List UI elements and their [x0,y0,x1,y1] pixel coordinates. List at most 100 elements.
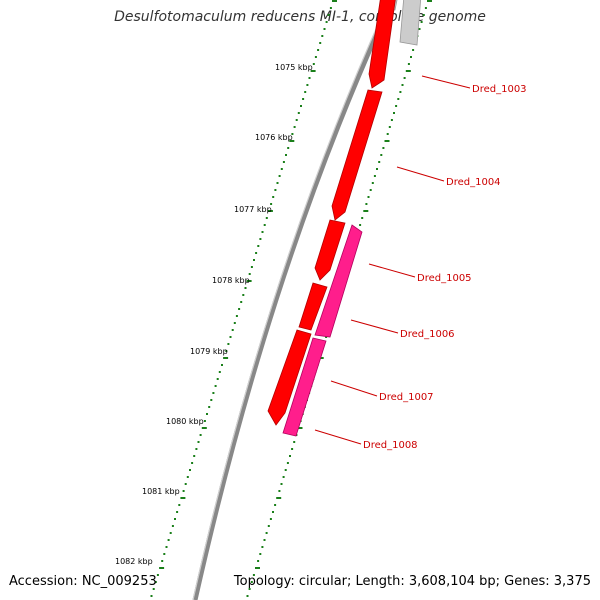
minor-tick [221,364,223,366]
minor-tick [178,504,181,506]
minor-tick [293,441,296,443]
minor-tick [308,77,311,79]
minor-tick [267,525,270,527]
minor-tick [407,63,410,65]
minor-tick [174,518,176,520]
major-tick [297,427,303,429]
gene-dred-1005-arrow[interactable] [314,219,346,281]
gene-dred-1007-arrow-part[interactable] [267,329,312,426]
minor-tick [280,168,283,170]
minor-tick [163,553,166,555]
minor-tick [261,546,264,548]
minor-tick [229,336,232,338]
minor-tick [161,560,164,562]
minor-tick [242,294,245,296]
minor-tick [388,126,391,128]
minor-tick [253,259,255,261]
minor-tick [386,133,389,135]
minor-tick [235,315,238,317]
minor-tick [257,560,260,562]
minor-tick [154,581,157,583]
minor-tick [297,112,300,114]
minor-tick [359,224,362,226]
minor-tick [286,462,289,464]
minor-tick [424,7,427,9]
minor-tick [280,483,283,485]
gene-label-dred-1007[interactable]: Dred_1007 [379,392,434,403]
minor-tick [265,217,268,219]
minor-tick [274,504,277,506]
outer-tick-track [150,0,337,597]
minor-tick [395,105,398,107]
minor-tick [382,147,385,149]
gene-dred-1006-arrow[interactable] [314,224,363,338]
minor-tick [171,525,174,527]
minor-tick [369,189,372,191]
gene-dred-1008-arrow[interactable] [282,337,327,437]
minor-tick [152,588,155,590]
gene-labels: Dred_1003 Dred_1004 Dred_1005 Dred_1006 … [363,84,527,451]
minor-tick [270,203,273,205]
major-tick [276,497,282,499]
minor-tick [378,161,381,163]
minor-tick [365,203,368,205]
major-tick [332,0,337,2]
major-tick [159,567,165,569]
minor-tick [167,539,170,541]
minor-tick [314,56,317,58]
minor-tick [165,546,168,548]
ruler-label: 1078 kbp [212,276,250,285]
major-tick [201,427,207,429]
minor-tick [403,77,406,79]
minor-tick [269,518,272,520]
minor-tick [376,168,378,170]
gene-label-dred-1008[interactable]: Dred_1008 [363,440,418,451]
minor-tick [186,476,189,478]
gene-dred-1007-arrow[interactable] [298,282,328,331]
minor-tick [193,455,196,457]
minor-tick [278,490,281,492]
gene-label-dred-1003[interactable]: Dred_1003 [472,84,527,95]
gene-label-dred-1006[interactable]: Dred_1006 [400,329,455,340]
minor-tick [208,406,211,408]
gene-dred-1003-arrow[interactable] [368,0,396,89]
minor-tick [272,511,274,513]
minor-tick [412,49,415,51]
ruler-label: 1082 kbp [115,557,153,566]
minor-tick [263,224,266,226]
minor-tick [304,91,307,93]
major-tick [255,567,260,569]
minor-tick [272,196,275,198]
minor-tick [240,301,243,303]
minor-tick [278,175,281,177]
minor-tick [295,119,298,121]
minor-tick [323,28,326,30]
minor-tick [325,336,328,338]
minor-tick [371,182,374,184]
minor-tick [401,84,404,86]
minor-tick [263,539,266,541]
minor-tick [250,266,253,268]
minor-tick [329,7,332,9]
minor-tick [418,28,421,30]
major-tick [318,357,324,359]
gene-label-dred-1005[interactable]: Dred_1005 [417,273,472,284]
minor-tick [327,14,330,16]
minor-tick [244,287,247,289]
minor-tick [361,217,364,219]
minor-tick [410,56,412,58]
minor-tick [182,490,185,492]
minor-tick [248,273,251,275]
minor-tick [390,119,393,121]
minor-tick [302,98,305,100]
minor-tick [206,413,208,415]
minor-tick [321,35,324,37]
minor-tick [276,182,279,184]
minor-tick [218,371,221,373]
ruler-label: 1077 kbp [234,205,272,214]
gene-label-dred-1004[interactable]: Dred_1004 [446,177,501,188]
gene-dred-1004-arrow[interactable] [331,89,383,221]
minor-tick [259,553,262,555]
minor-tick [169,532,172,534]
